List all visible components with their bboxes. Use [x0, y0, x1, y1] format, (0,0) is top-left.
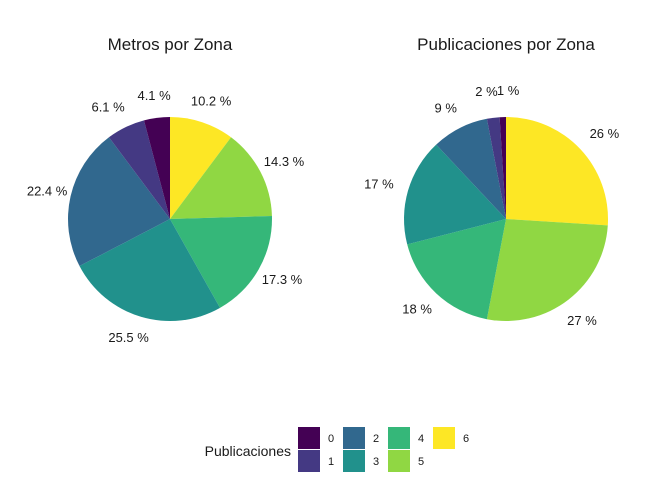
slice-label-zone-0: 1 % — [497, 83, 520, 98]
pie-chart-2: Publicaciones por Zona 26 % 27 % 18 % 17 % 9 … — [364, 35, 620, 328]
legend-swatch-3 — [343, 450, 365, 472]
legend-label-1: 1 — [328, 456, 334, 468]
pie-slice-zone-4 — [170, 215, 272, 308]
legend-title: Publicaciones — [205, 443, 291, 459]
slice-label-zone-1: 2 % — [475, 84, 498, 99]
pie-slice-zone-2 — [436, 118, 506, 219]
legend-swatch-5 — [388, 450, 410, 472]
pie-slice-zone-0 — [143, 116, 170, 219]
legend-swatch-6 — [433, 427, 455, 449]
slice-label-zone-0: 4.1 % — [137, 88, 171, 103]
slice-label-zone-1: 6.1 % — [91, 99, 125, 114]
slice-label-zone-5: 14.3 % — [264, 154, 305, 169]
slice-label-zone-4: 18 % — [402, 301, 432, 316]
pies-group: Metros por Zona 10.2 % 14.3 % 17.3 % 25.5 % 2… — [27, 35, 620, 345]
legend-swatch-1 — [298, 450, 320, 472]
legend-label-4: 4 — [418, 433, 424, 445]
legend-swatch-0 — [298, 427, 320, 449]
legend-swatch-4 — [388, 427, 410, 449]
legend-label-2: 2 — [373, 433, 379, 445]
slice-label-zone-4: 17.3 % — [262, 272, 303, 287]
legend-label-5: 5 — [418, 456, 424, 468]
pie-slice-zone-5 — [486, 219, 608, 321]
slice-label-zone-2: 9 % — [434, 101, 457, 116]
slice-label-zone-3: 17 % — [364, 176, 394, 191]
pie-slice-zone-0 — [499, 117, 506, 219]
pie-slice-zone-6 — [170, 116, 232, 219]
slice-label-zone-3: 25.5 % — [108, 330, 149, 345]
legend-swatch-2 — [343, 427, 365, 449]
slice-label-zone-2: 22.4 % — [27, 183, 68, 198]
pie-slice-zone-1 — [108, 120, 170, 219]
pie-chart-1: Metros por Zona 10.2 % 14.3 % 17.3 % 25.5 % 2… — [27, 35, 305, 345]
legend: Publicaciones 0 1 2 3 4 5 6 — [205, 427, 469, 472]
pie-slice-zone-3 — [79, 219, 221, 321]
legend-label-0: 0 — [328, 433, 334, 445]
pie-slice-zone-5 — [170, 137, 272, 219]
slice-label-zone-5: 27 % — [567, 313, 597, 328]
slice-label-zone-6: 10.2 % — [191, 93, 232, 108]
slice-label-zone-6: 26 % — [590, 126, 620, 141]
chart-title: Metros por Zona — [108, 35, 233, 54]
chart-title: Publicaciones por Zona — [417, 35, 595, 54]
pie-slice-zone-2 — [68, 137, 170, 267]
pie-slice-zone-4 — [407, 219, 506, 320]
pie-slice-zone-6 — [506, 117, 609, 226]
pie-slice-zone-3 — [403, 144, 506, 245]
legend-label-3: 3 — [373, 456, 379, 468]
pie-slice-zone-1 — [486, 117, 506, 219]
legend-label-6: 6 — [463, 433, 469, 445]
